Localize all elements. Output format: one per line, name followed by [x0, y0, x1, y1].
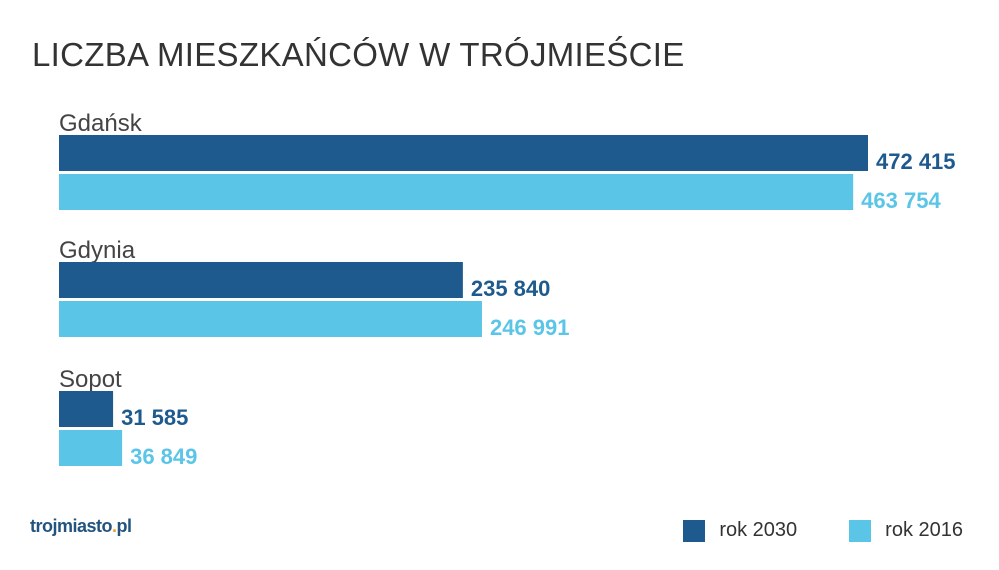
category-label-sopot: Sopot: [59, 366, 122, 393]
bar-gdynia-rok-2016: [59, 301, 482, 337]
legend-swatch: [849, 519, 872, 542]
trojmiasto-logo[interactable]: trojmiasto.pl: [30, 516, 132, 537]
category-label-gdansk: Gdańsk: [59, 110, 143, 137]
bar-gdansk-rok-2016: [59, 174, 854, 210]
category-label-gdynia: Gdynia: [59, 237, 136, 264]
value-label-gdynia-rok-2030: 235 840: [471, 276, 551, 301]
value-label-gdynia-rok-2016: 246 991: [490, 315, 570, 340]
chart-title: LICZBA MIESZKAŃCÓW W TRÓJMIEŚCIE: [32, 36, 685, 73]
bar-gdynia-rok-2030: [59, 262, 463, 298]
value-label-gdansk-rok-2016: 463 754: [861, 188, 941, 213]
logo-text-main: trojmiasto: [30, 516, 113, 536]
chart-legend: rok 2030 rok 2016: [683, 519, 963, 542]
logo-dot: .: [112, 516, 117, 536]
bar-sopot-rok-2016: [59, 430, 123, 466]
legend-item-rok-2016: rok 2016: [849, 519, 963, 542]
value-label-sopot-rok-2016: 36 849: [130, 444, 197, 469]
legend-label: rok 2016: [885, 519, 963, 541]
value-label-sopot-rok-2030: 31 585: [121, 405, 188, 430]
logo-text-tld: pl: [116, 516, 133, 536]
legend-label: rok 2030: [719, 519, 798, 541]
bar-gdansk-rok-2030: [59, 135, 868, 171]
bar-sopot-rok-2030: [59, 391, 114, 427]
value-label-gdansk-rok-2030: 472 415: [876, 149, 956, 174]
legend-swatch: [683, 519, 706, 542]
legend-item-rok-2030: rok 2030: [683, 519, 797, 542]
